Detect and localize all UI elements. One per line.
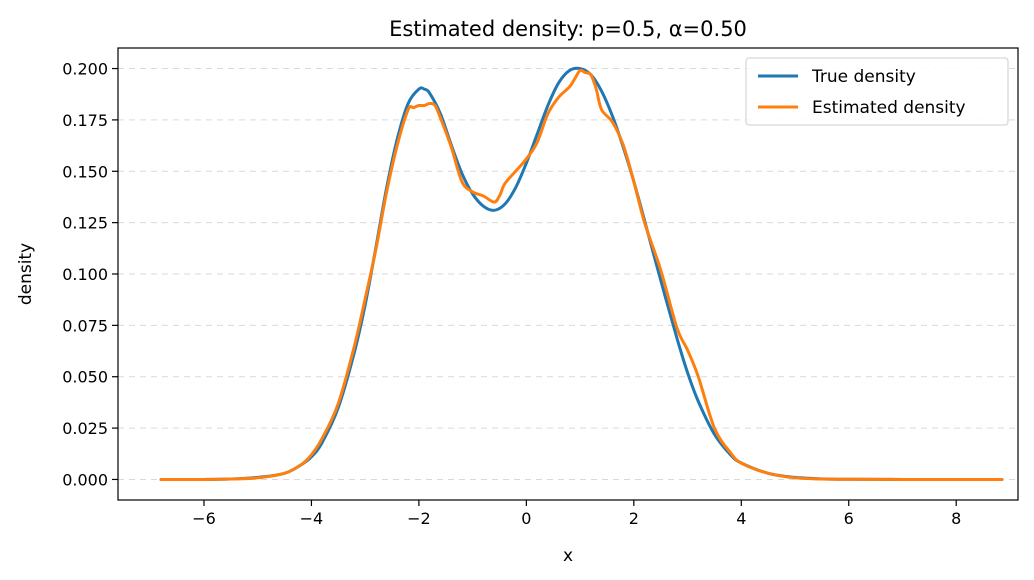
y-axis-label: density xyxy=(16,243,36,305)
y-tick-label: 0.025 xyxy=(62,419,108,438)
tick-layer: 0.000 0.025 0.050 0.075 0.100 0.125 0.150 0.175… xyxy=(62,60,961,528)
y-tick-label: 0.075 xyxy=(62,316,108,335)
chart-title: Estimated density: p=0.5, α=0.50 xyxy=(389,17,747,41)
legend-label: True density xyxy=(811,67,916,87)
y-tick-label: 0.000 xyxy=(62,470,108,489)
x-tick-label: −2 xyxy=(407,509,431,528)
y-tick-label: 0.100 xyxy=(62,265,108,284)
y-tick-label: 0.050 xyxy=(62,368,108,387)
x-tick-label: 0 xyxy=(521,509,531,528)
series-layer xyxy=(159,66,1004,481)
x-tick-label: −4 xyxy=(300,509,324,528)
legend-box xyxy=(745,57,1009,126)
y-tick-label: 0.150 xyxy=(62,162,108,181)
legend-label: Estimated density xyxy=(812,98,966,118)
legend: True density Estimated density xyxy=(745,57,1009,126)
x-tick-label: 6 xyxy=(844,509,854,528)
y-tick-label: 0.125 xyxy=(62,214,108,233)
x-axis-label: x xyxy=(563,546,573,566)
x-tick-label: 8 xyxy=(951,509,961,528)
x-tick-label: 4 xyxy=(736,509,746,528)
x-tick-label: 2 xyxy=(629,509,639,528)
y-tick-label: 0.175 xyxy=(62,111,108,130)
x-tick-label: −6 xyxy=(192,509,216,528)
series-line-estimated-density xyxy=(159,68,1004,481)
y-tick-label: 0.200 xyxy=(62,60,108,79)
